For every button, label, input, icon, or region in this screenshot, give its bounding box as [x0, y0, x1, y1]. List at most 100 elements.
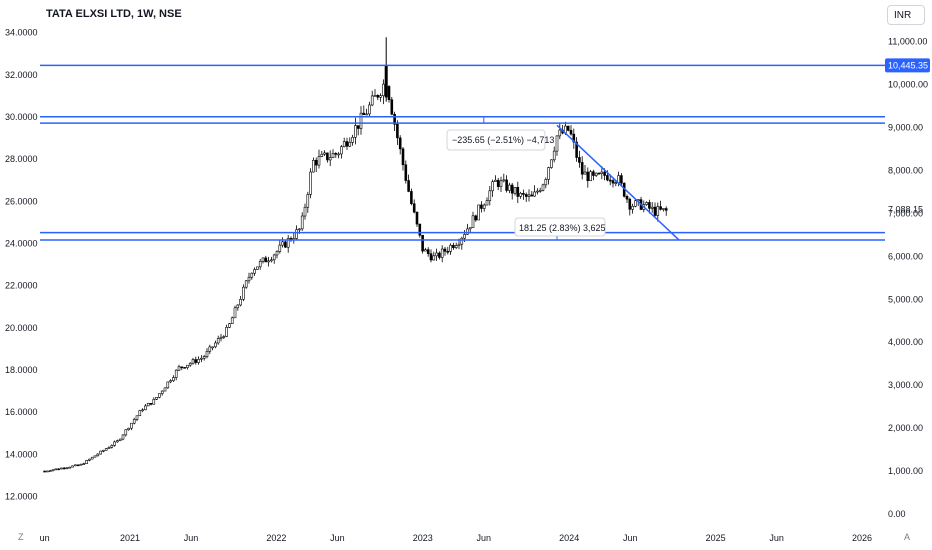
candle-body [625, 196, 629, 200]
currency-selector[interactable]: INR [887, 5, 925, 25]
candle-body [160, 390, 164, 394]
candle-body [85, 460, 88, 464]
candle-body [351, 137, 354, 143]
candle-body [163, 387, 167, 392]
candle-body [342, 141, 346, 147]
candle-body [460, 237, 464, 245]
candle-body [606, 175, 609, 181]
candle-body [550, 159, 553, 168]
candle-body [191, 359, 195, 364]
candle-body [121, 434, 125, 440]
right-axis-tick: 5,000.00 [888, 294, 923, 304]
candle-body [524, 194, 528, 197]
candle-body [418, 223, 422, 236]
candle-body [295, 229, 298, 239]
measure-label-1: −235.65 (−2.51%) −4,713 [452, 135, 554, 145]
measure-label-box [446, 129, 546, 151]
candle-body [575, 141, 578, 158]
candle-body [62, 467, 66, 470]
candle-body [177, 366, 181, 371]
time-axis-tick: Jun [623, 533, 638, 543]
candle-body [435, 252, 438, 257]
candle-body [466, 228, 469, 235]
candle-body [508, 184, 511, 191]
candle-body [317, 156, 321, 166]
candle-body [603, 171, 606, 176]
candle-body [608, 179, 612, 182]
candle-body [488, 190, 492, 202]
timezone-button[interactable]: Z [18, 532, 24, 542]
candle-body [454, 245, 458, 249]
candle-body [172, 377, 175, 381]
candle-body [46, 470, 49, 473]
candle-body [300, 215, 304, 230]
candle-body [648, 202, 651, 209]
candle-body [124, 429, 128, 436]
candle-body [496, 179, 500, 187]
candle-body [152, 398, 156, 405]
candle-body [390, 99, 394, 115]
candle-body [370, 95, 374, 106]
candle-body [102, 449, 105, 452]
left-axis-tick: 26.0000 [5, 196, 38, 206]
price-tag-bg [885, 58, 930, 73]
candle-body [236, 304, 240, 309]
candle-body [144, 405, 147, 411]
candle-body [547, 167, 550, 180]
candle-body [244, 280, 248, 288]
candle-body [284, 241, 287, 248]
candle-body [286, 238, 290, 248]
auto-scale-button[interactable]: A [904, 532, 911, 542]
candle-body [135, 415, 139, 420]
candle-body [471, 215, 475, 228]
candle-body [216, 338, 220, 344]
candle-body [452, 244, 455, 249]
left-axis-tick: 18.0000 [5, 365, 38, 375]
candle-body [494, 179, 497, 182]
candle-body [194, 359, 198, 363]
candle-body [544, 179, 548, 186]
candle-body [348, 142, 352, 147]
measure-label-2: 181.25 (2.83%) 3,625 [519, 223, 606, 233]
candle-body [533, 191, 536, 197]
candle-body [54, 468, 58, 471]
candle-body [219, 336, 223, 339]
candle-body [278, 244, 282, 252]
candle-body [88, 458, 91, 461]
candle-body [440, 248, 444, 258]
candle-body [65, 467, 69, 470]
candle-body [298, 228, 301, 231]
candle-body [99, 450, 102, 455]
left-axis-tick: 14.0000 [5, 449, 38, 459]
candle-body [401, 148, 405, 166]
candle-body [362, 112, 366, 116]
candle-body [180, 366, 184, 369]
candle-body [446, 251, 450, 253]
candle-body [354, 125, 357, 138]
candle-body [82, 463, 86, 465]
candle-body [233, 307, 237, 319]
candle-body [463, 234, 466, 239]
candle-body [90, 456, 94, 460]
candle-body [474, 215, 478, 221]
candle-body [79, 463, 83, 466]
candle-body [60, 467, 63, 470]
candle-body [323, 152, 326, 155]
time-axis-tick: Jun [477, 533, 492, 543]
right-axis-tick: 10,000.00 [888, 80, 928, 90]
candle-body [583, 171, 587, 175]
candle-body [247, 276, 251, 282]
candle-body [373, 95, 377, 97]
measure-label-box [514, 217, 606, 237]
time-axis-tick: Jun [769, 533, 784, 543]
trendline[interactable] [556, 124, 680, 241]
candle-body [502, 179, 506, 182]
candle-body [443, 248, 447, 252]
candle-body [197, 358, 200, 363]
candle-body [222, 336, 226, 338]
candle-body [104, 448, 108, 451]
time-axis-tick: 2021 [120, 533, 140, 543]
candle-body [432, 255, 436, 261]
candle-body [485, 200, 489, 206]
